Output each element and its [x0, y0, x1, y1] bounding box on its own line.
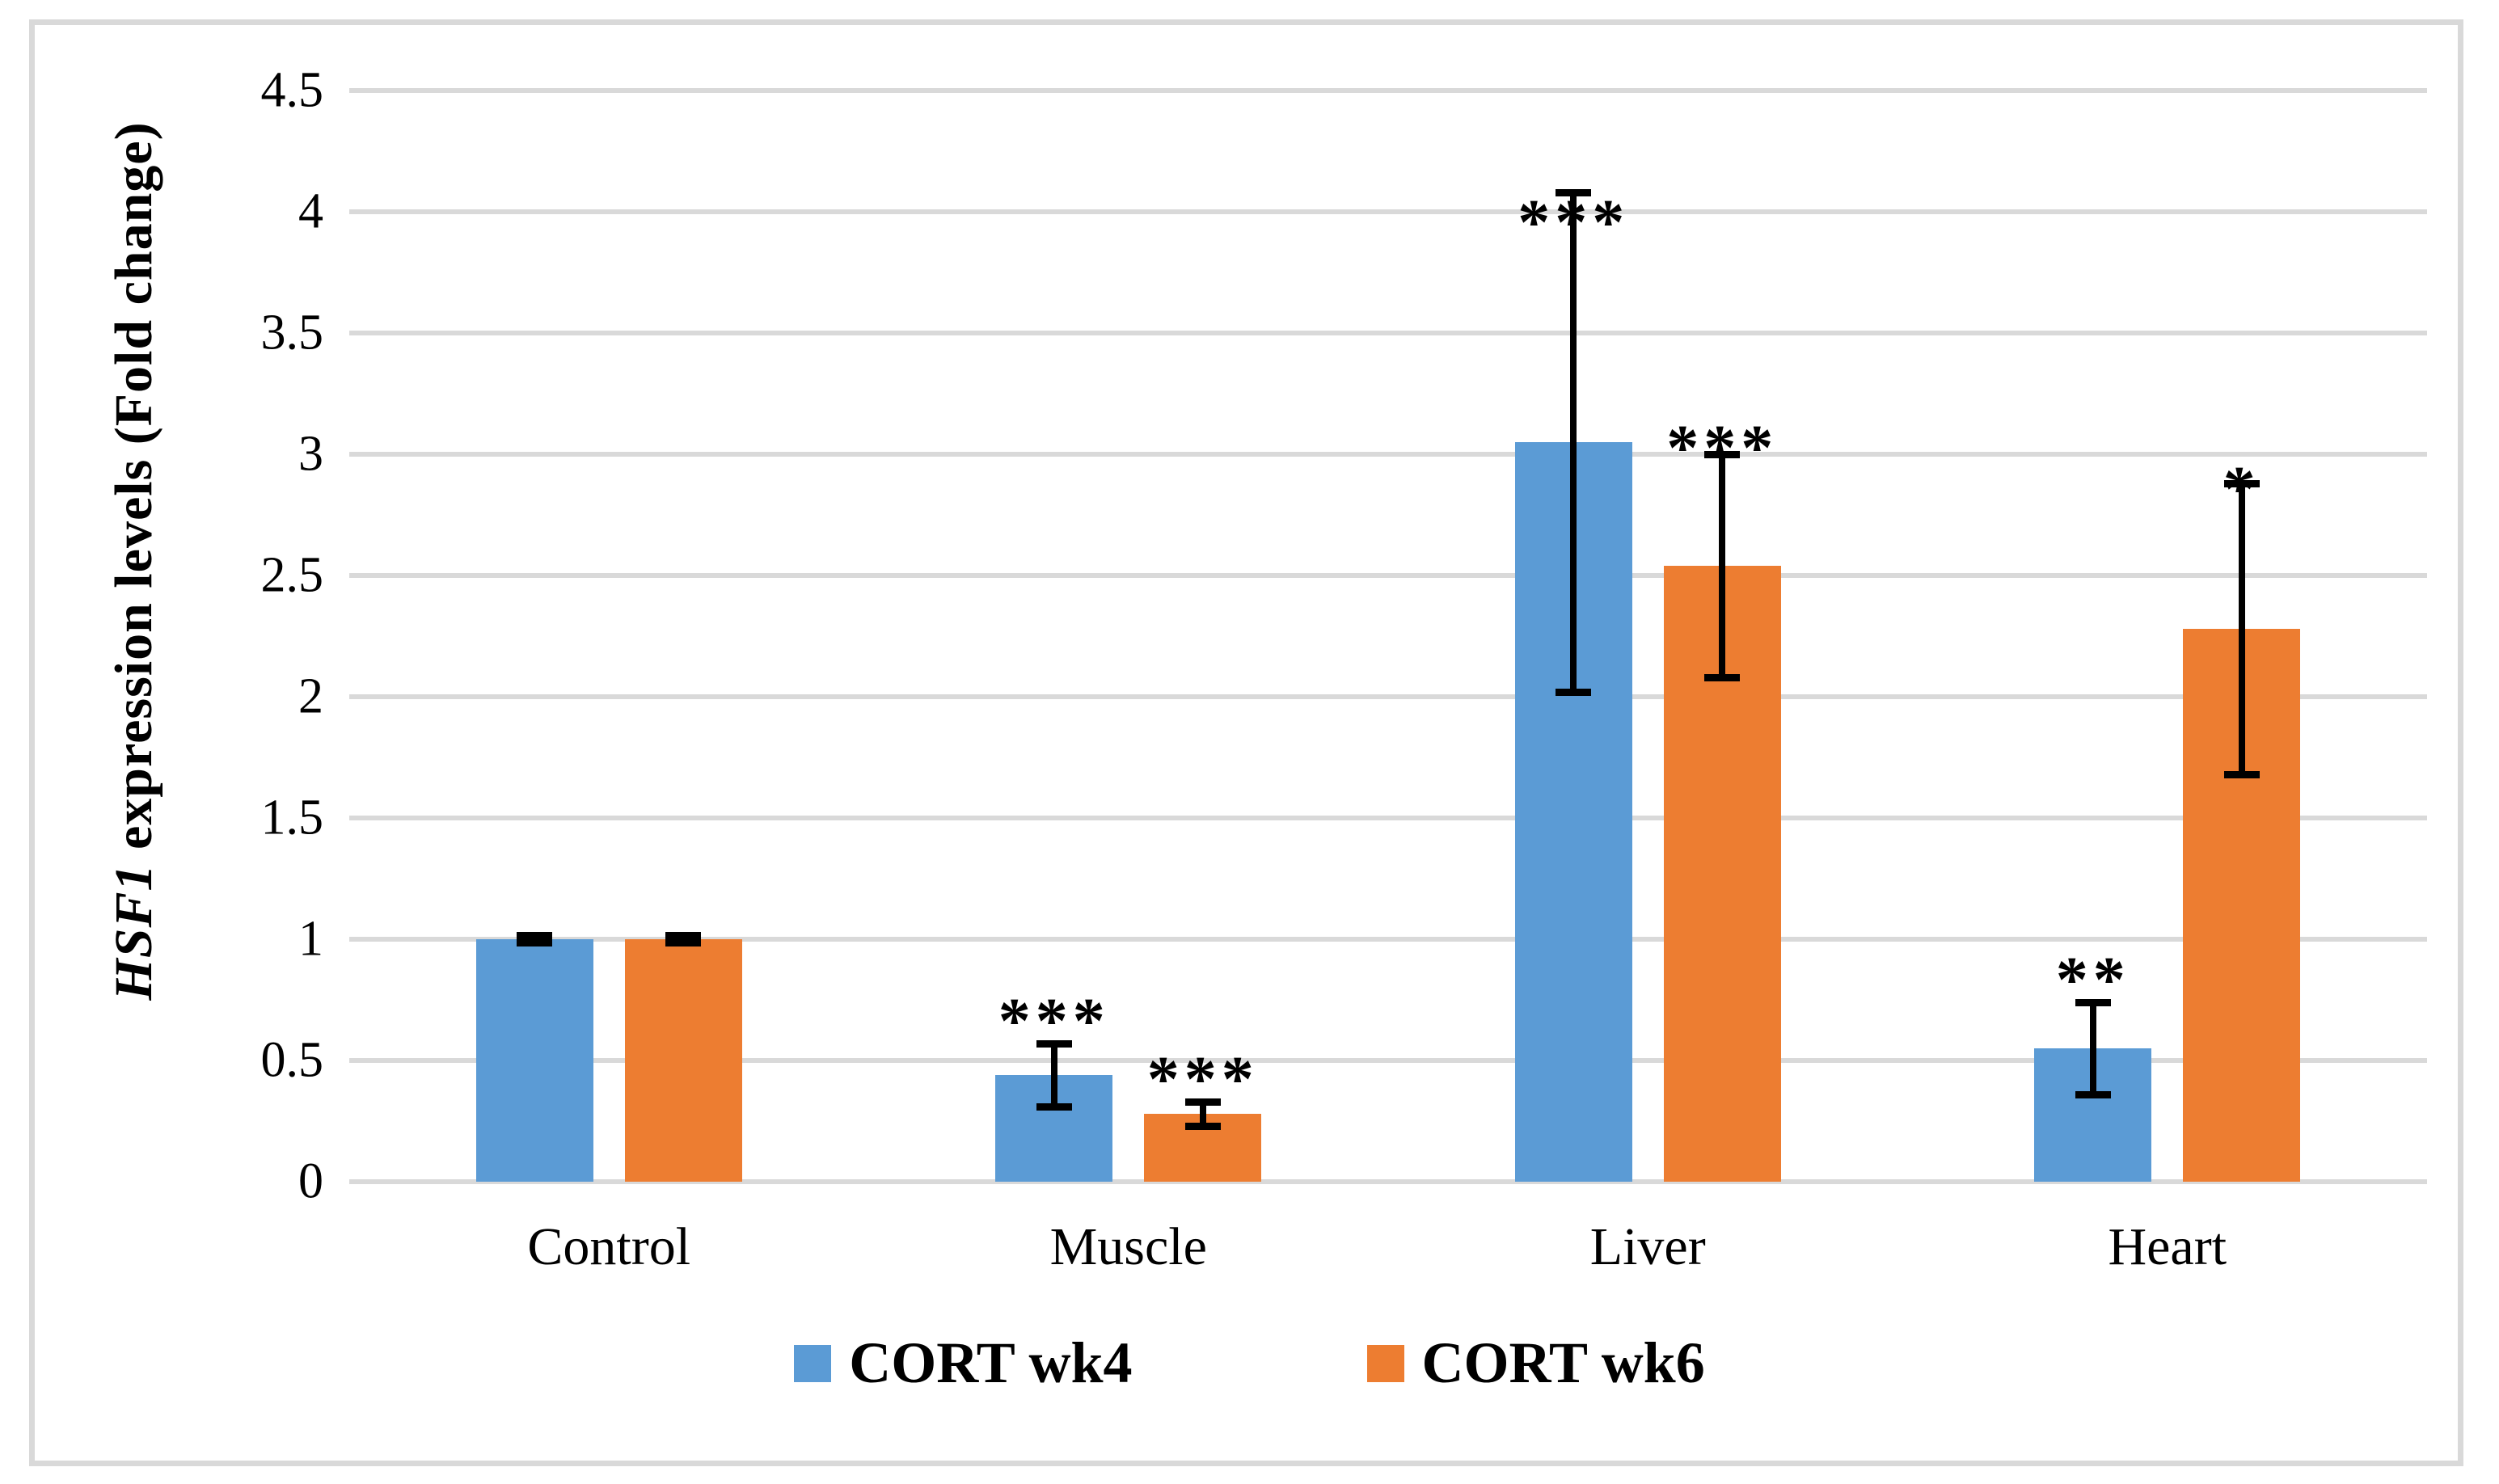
- significance-label-cort-wk6-muscle: ***: [1146, 1044, 1259, 1115]
- y-tick-label: 0.5: [260, 1032, 324, 1088]
- error-bar-cap-top-cort-wk4-control: [517, 932, 553, 939]
- significance-label-cort-wk4-muscle: ***: [998, 986, 1110, 1057]
- y-tick-label: 1.5: [260, 790, 324, 845]
- y-tick-label: 3.5: [260, 305, 324, 360]
- legend-swatch-cort-wk6-icon: [1366, 1344, 1404, 1382]
- gridline: [349, 573, 2427, 578]
- significance-label-cort-wk4-liver: ***: [1518, 188, 1630, 259]
- legend-label-cort-wk6: CORT wk6: [1421, 1330, 1705, 1395]
- gridline: [349, 1058, 2427, 1063]
- error-bar-cap-bottom-cort-wk4-heart: [2075, 1090, 2111, 1098]
- error-bar-line-cort-wk4-liver: [1570, 192, 1577, 692]
- y-tick-label: 2.5: [260, 547, 324, 603]
- x-category-label: Heart: [2108, 1217, 2227, 1276]
- y-tick-label: 3: [298, 426, 323, 482]
- error-bar-line-cort-wk6-liver: [1719, 454, 1726, 677]
- plot-area: *** *** ** *** *** *: [349, 88, 2427, 1184]
- gridline: [349, 816, 2427, 820]
- error-bar-cap-bottom-cort-wk4-liver: [1556, 688, 1592, 696]
- error-bar-cap-bottom-cort-wk6-liver: [1704, 673, 1741, 681]
- error-bar-cap-bottom-cort-wk6-heart: [2223, 770, 2260, 778]
- x-category-label: Muscle: [1049, 1217, 1207, 1276]
- error-bar-cap-top-cort-wk4-liver: [1556, 188, 1592, 196]
- gridline: [349, 209, 2427, 214]
- error-bar-cap-top-cort-wk6-liver: [1704, 450, 1741, 458]
- legend: CORT wk4 CORT wk6: [0, 1330, 2499, 1397]
- y-tick-label: 2: [298, 668, 323, 724]
- x-category-label: Liver: [1589, 1217, 1706, 1276]
- error-bar-line-cort-wk6-heart: [2238, 483, 2245, 774]
- y-tick-label: 4.5: [260, 62, 324, 118]
- y-tick-label: 0: [298, 1153, 323, 1209]
- legend-entry-cort-wk4: CORT wk4: [794, 1330, 1133, 1397]
- gridline: [349, 694, 2427, 699]
- x-category-label: Control: [527, 1217, 691, 1276]
- error-bar-cap-bottom-cort-wk4-control: [517, 939, 553, 946]
- error-bar-cap-bottom-cort-wk4-muscle: [1036, 1102, 1072, 1111]
- significance-label-cort-wk4-heart: **: [2055, 945, 2130, 1016]
- error-bar-cap-bottom-cort-wk6-control: [665, 939, 702, 946]
- legend-entry-cort-wk6: CORT wk6: [1366, 1330, 1705, 1397]
- error-bar-cap-top-cort-wk4-muscle: [1036, 1039, 1072, 1048]
- gridline: [349, 331, 2427, 335]
- gridline: [349, 1179, 2427, 1184]
- error-bar-cap-top-cort-wk6-muscle: [1184, 1098, 1221, 1106]
- significance-label-cort-wk6-heart: *: [2223, 454, 2260, 525]
- legend-swatch-cort-wk4-icon: [794, 1344, 832, 1382]
- error-bar-cap-top-cort-wk6-heart: [2223, 479, 2260, 487]
- gridline: [349, 937, 2427, 942]
- significance-label-cort-wk6-liver: ***: [1666, 413, 1779, 484]
- error-bar-line-cort-wk4-muscle: [1050, 1043, 1057, 1107]
- bar-cort-wk6-control: [624, 939, 742, 1182]
- error-bar-line-cort-wk4-heart: [2089, 1002, 2096, 1094]
- y-tick-label: 4: [298, 183, 323, 239]
- error-bar-cap-top-cort-wk4-heart: [2075, 998, 2111, 1006]
- error-bar-line-cort-wk6-muscle: [1199, 1102, 1206, 1126]
- y-tick-label: 1: [298, 911, 323, 967]
- legend-label-cort-wk4: CORT wk4: [849, 1330, 1133, 1395]
- gridline: [349, 452, 2427, 457]
- error-bar-cap-top-cort-wk6-control: [665, 932, 702, 939]
- y-axis-tick-labels: 0 0.5 1 1.5 2 2.5 3 3.5 4 4.5: [0, 63, 324, 1209]
- error-bar-cap-bottom-cort-wk6-muscle: [1184, 1122, 1221, 1130]
- x-axis-category-labels: Control Muscle Liver Heart: [349, 1216, 2427, 1297]
- chart-outer-border: [29, 19, 2463, 1466]
- gridline: [349, 88, 2427, 93]
- bar-cort-wk4-control: [475, 939, 593, 1182]
